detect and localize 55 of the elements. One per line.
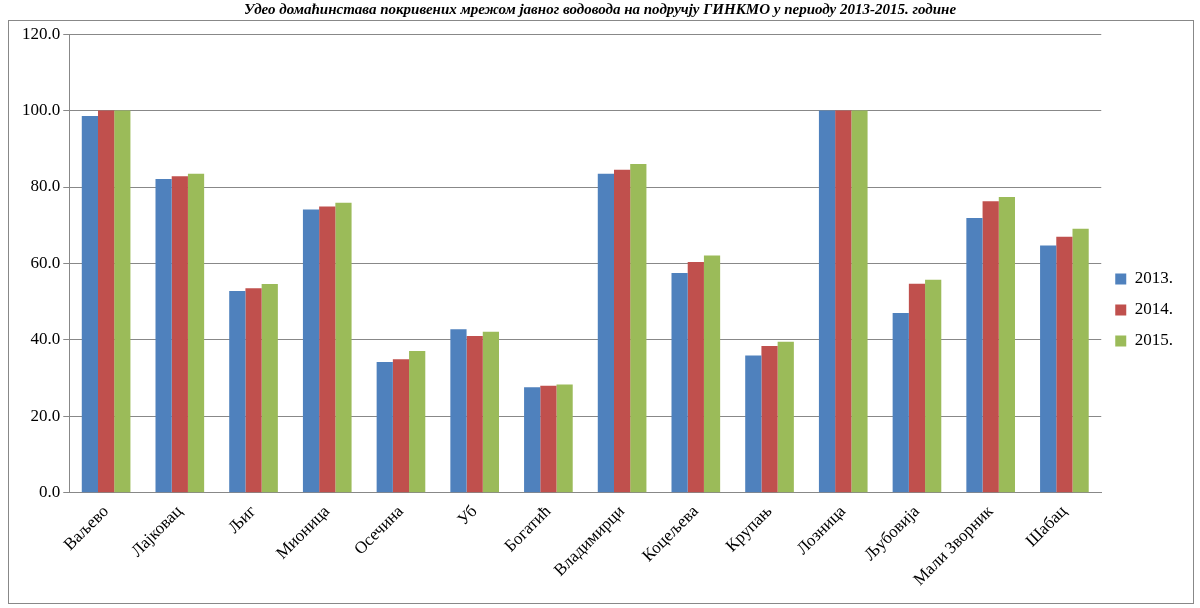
bar xyxy=(335,202,352,493)
bar xyxy=(908,283,926,493)
y-tick-label: 20.0 xyxy=(30,405,61,425)
y-tick-label: 60.0 xyxy=(30,252,61,272)
bar xyxy=(687,261,704,493)
bar xyxy=(114,110,131,493)
bar xyxy=(818,110,836,493)
bar xyxy=(392,359,410,493)
bar xyxy=(261,284,278,493)
bar xyxy=(597,173,614,493)
bar xyxy=(703,255,721,493)
legend-label: 2015. xyxy=(1134,330,1173,350)
chart-title: Удео домаћинстава покривених мрежом јавног водовода на подручју ГИНКМО у периоду 2013-2015. године xyxy=(242,0,958,18)
bar xyxy=(98,110,115,493)
bar xyxy=(671,272,688,493)
bar xyxy=(187,173,205,493)
bar xyxy=(482,331,499,493)
bar xyxy=(155,179,172,493)
bar xyxy=(966,217,983,493)
bar xyxy=(319,206,336,493)
x-tick-label: Љиг xyxy=(224,501,260,537)
bar xyxy=(245,288,262,493)
bar xyxy=(376,362,393,493)
bar xyxy=(540,385,557,493)
y-tick-label: 80.0 xyxy=(30,176,61,196)
bar xyxy=(409,350,426,493)
bar xyxy=(1056,236,1073,493)
bar xyxy=(998,196,1015,493)
legend-label: 2013. xyxy=(1134,268,1173,288)
y-tick-label: 0.0 xyxy=(39,482,61,502)
y-tick-label: 100.0 xyxy=(22,100,61,120)
legend-label: 2014. xyxy=(1134,299,1173,319)
bar xyxy=(982,201,999,493)
y-tick-label: 120.0 xyxy=(22,23,61,43)
bar xyxy=(229,290,246,493)
bar xyxy=(835,110,852,493)
bar xyxy=(851,110,868,493)
bar xyxy=(556,384,573,493)
x-tick-label: Уб xyxy=(453,501,481,529)
bar xyxy=(892,313,909,493)
bar xyxy=(450,329,467,493)
bar xyxy=(1040,245,1057,493)
bar xyxy=(524,387,541,493)
bar xyxy=(466,336,483,493)
bar xyxy=(925,279,942,493)
bar xyxy=(761,345,778,493)
bar xyxy=(614,169,631,493)
bar xyxy=(171,176,188,493)
bar xyxy=(302,209,320,493)
bar xyxy=(1072,228,1089,493)
bar xyxy=(630,164,647,493)
bar xyxy=(777,341,794,493)
bar xyxy=(745,355,762,493)
bar xyxy=(81,115,98,493)
y-tick-label: 40.0 xyxy=(30,329,61,349)
